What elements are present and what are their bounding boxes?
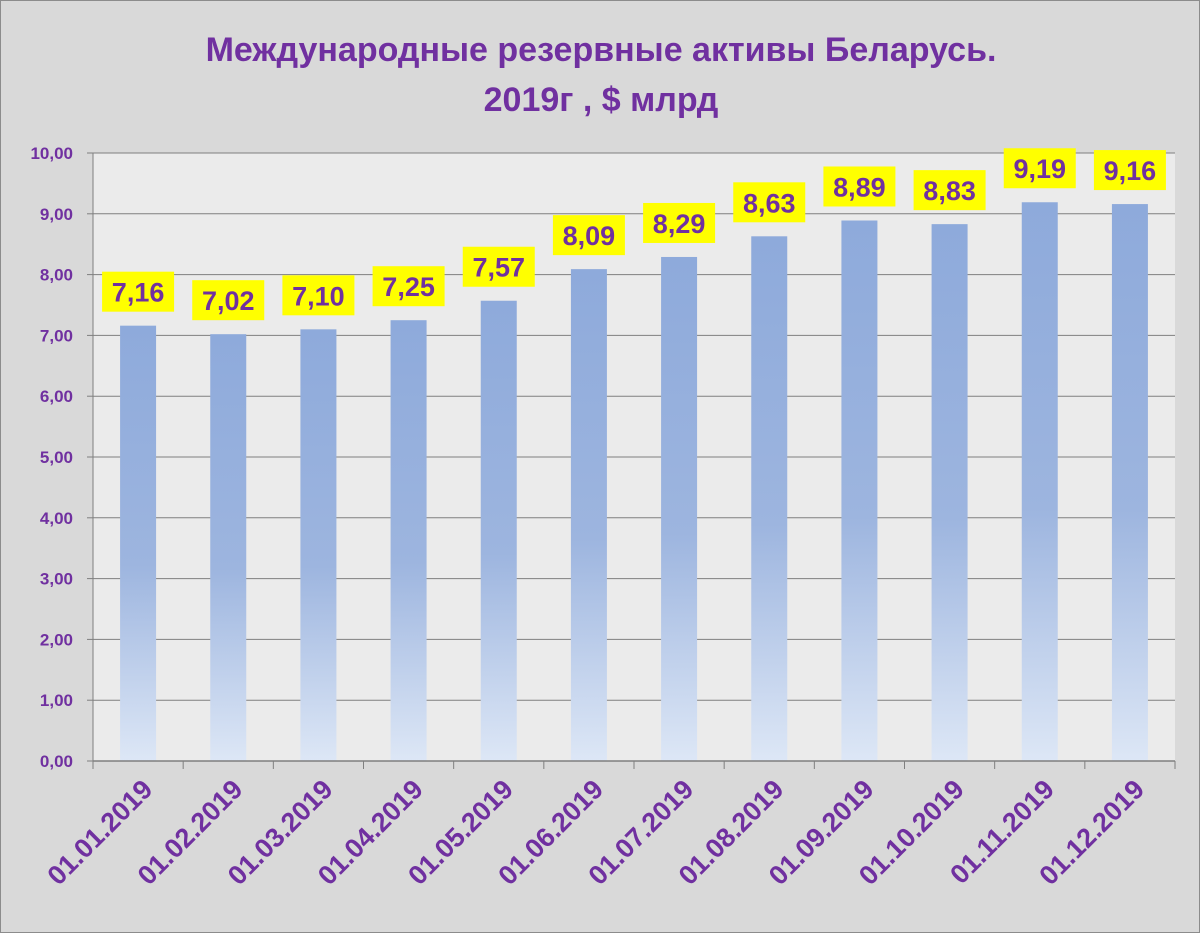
y-tick-label: 0,00 <box>40 752 73 771</box>
y-tick-label: 9,00 <box>40 205 73 224</box>
data-label-background <box>102 271 175 312</box>
data-label-background <box>552 215 625 256</box>
data-label-background <box>643 202 716 243</box>
y-tick-label: 6,00 <box>40 387 73 406</box>
bar <box>210 334 247 761</box>
data-label-background <box>1003 148 1076 189</box>
y-tick-label: 5,00 <box>40 448 73 467</box>
data-label: 7,57 <box>472 253 525 283</box>
bar <box>1021 202 1058 762</box>
data-label: 8,83 <box>923 176 976 206</box>
bar <box>390 320 427 761</box>
chart-subtitle: 2019г , $ млрд <box>483 81 719 119</box>
data-label-background <box>372 266 445 307</box>
data-label: 7,02 <box>202 286 255 316</box>
bar <box>841 220 878 761</box>
y-tick-label: 8,00 <box>40 266 73 285</box>
data-label: 8,63 <box>743 188 796 218</box>
data-label: 8,29 <box>653 209 706 239</box>
data-label: 7,16 <box>112 278 165 308</box>
y-tick-label: 7,00 <box>40 326 73 345</box>
data-label: 7,10 <box>292 281 345 311</box>
data-label: 8,89 <box>833 172 886 202</box>
chart-title-line: Международные резервные активы Беларусь. <box>205 31 997 69</box>
data-label: 7,25 <box>382 272 435 302</box>
data-label-background <box>462 246 535 287</box>
data-label: 8,09 <box>563 221 616 251</box>
data-label-background <box>282 275 355 316</box>
y-tick-label: 10,00 <box>30 144 73 163</box>
chart-title: Международные резервные активы Беларусь.… <box>1 25 1200 125</box>
data-label-background <box>913 170 986 211</box>
data-label-background <box>733 182 806 223</box>
bar <box>661 256 698 761</box>
y-tick-label: 4,00 <box>40 509 73 528</box>
bar <box>570 269 607 761</box>
data-label: 9,19 <box>1013 154 1066 184</box>
bar <box>931 224 968 762</box>
data-label: 9,16 <box>1104 156 1157 186</box>
bar <box>1111 204 1148 761</box>
data-label-background <box>823 166 896 207</box>
data-label-background <box>1093 150 1166 191</box>
bar <box>751 236 788 761</box>
bar <box>300 329 337 761</box>
bar <box>120 325 157 761</box>
data-label-background <box>192 280 265 321</box>
y-tick-label: 3,00 <box>40 570 73 589</box>
y-tick-label: 2,00 <box>40 630 73 649</box>
y-tick-label: 1,00 <box>40 691 73 710</box>
bar <box>480 300 517 761</box>
